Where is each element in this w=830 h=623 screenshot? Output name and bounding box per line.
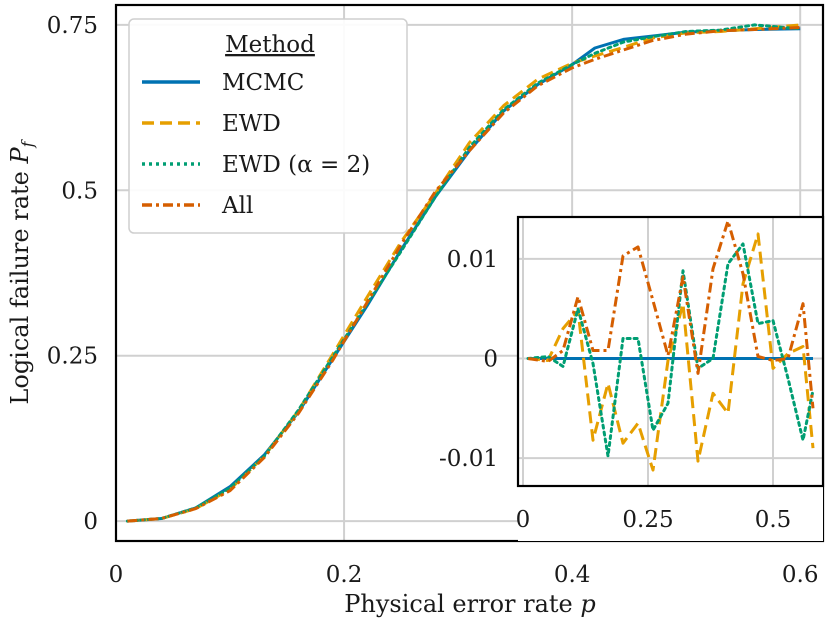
inset-series-line-ewd-2 <box>526 242 815 458</box>
main-y-tick-label: 0.25 <box>47 344 98 370</box>
main-x-tick-label: 0.4 <box>554 562 591 588</box>
main-x-tick-label: 0.2 <box>326 562 363 588</box>
main-series-line-ewd <box>127 23 801 523</box>
main-y-tick-label: 0 <box>83 509 98 535</box>
legend-items: MCMC EWD EWD (α = 2) All <box>142 70 370 219</box>
main-x-tick-label: 0 <box>109 562 124 588</box>
main-series-line-all <box>127 26 801 523</box>
main-y-tick-label: 0.75 <box>47 13 98 39</box>
main-tick-labels: 0 0.2 0.4 0.6 0 0.25 0.5 0.75 <box>47 13 819 588</box>
legend-label-mcmc: MCMC <box>222 70 304 96</box>
main-series-line-ewd-2 <box>125 23 802 523</box>
main-x-tick-label: 0.6 <box>782 562 819 588</box>
legend-label-ewd-2: EWD (α = 2) <box>222 152 370 178</box>
main-y-tick-label: 0.5 <box>61 178 98 204</box>
legend-title: Method <box>225 32 315 58</box>
y-axis-label: Logical failure rate Pf <box>6 138 37 404</box>
inset-x-tick-label: 0 <box>516 507 531 533</box>
inset-tick-labels: 0 0.25 0.5 -0.01 0 0.01 <box>439 247 791 533</box>
inset-y-tick-label: 0.01 <box>447 247 498 273</box>
inset-x-tick-label: 0.5 <box>755 507 792 533</box>
inset-series-line-all <box>527 219 815 409</box>
inset-y-tick-label: 0 <box>483 346 498 372</box>
inset-background <box>518 217 823 541</box>
legend-label-ewd: EWD <box>222 111 281 137</box>
x-axis-label: Physical error rate p <box>344 590 596 618</box>
legend-label-all: All <box>221 193 253 219</box>
inset-y-tick-label: -0.01 <box>439 446 498 472</box>
inset-chart: 0 0.25 0.5 -0.01 0 0.01 <box>439 215 825 541</box>
inset-x-tick-label: 0.25 <box>622 507 673 533</box>
inset-plot-frame <box>516 215 825 488</box>
legend-box <box>128 18 408 234</box>
main-series <box>125 23 802 523</box>
inset-series <box>526 219 815 472</box>
legend: Method MCMC EWD EWD (α = 2) All <box>128 18 408 234</box>
